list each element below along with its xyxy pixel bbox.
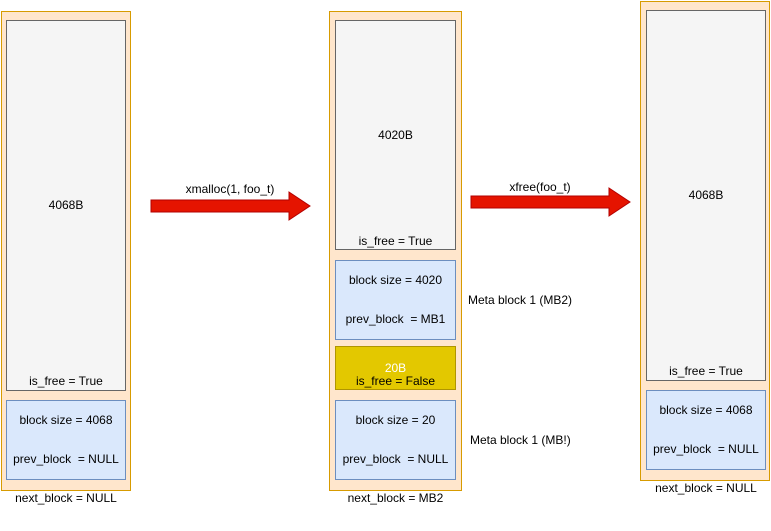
meta-line: prev_block = NULL xyxy=(13,453,119,466)
meta-line: prev_block = MB1 xyxy=(345,313,447,326)
column-2-meta-block-mb1: is_free = False block size = 20 prev_blo… xyxy=(335,400,456,480)
meta-line: block size = 4068 xyxy=(13,414,119,427)
meta-mb1-annotation: Meta block 1 (MB!) xyxy=(470,434,610,447)
meta-line: is_free = True xyxy=(13,375,119,388)
meta-line: prev_block = NULL xyxy=(343,453,449,466)
column-2-free-block-label: 4020B xyxy=(378,129,413,142)
meta-line: block size = 20 xyxy=(343,414,449,427)
column-3-free-block: 4068B xyxy=(646,10,766,381)
meta-line: block size = 4020 xyxy=(345,274,447,287)
column-1-free-block-label: 4068B xyxy=(49,199,84,212)
meta-line: block size = 4068 xyxy=(653,404,759,417)
meta-mb2-annotation: Meta block 1 (MB2) xyxy=(468,294,608,307)
column-1-meta-block: is_free = True block size = 4068 prev_bl… xyxy=(6,400,126,480)
meta-line: next_block = MB2 xyxy=(343,492,449,505)
meta-line: next_block = NULL xyxy=(653,482,759,495)
arrow-right-icon xyxy=(470,186,632,218)
meta-line: is_free = False xyxy=(343,375,449,388)
meta-line: is_free = True xyxy=(653,365,759,378)
meta-line: is_free = True xyxy=(345,235,447,248)
meta-line: next_block = NULL xyxy=(13,492,119,505)
arrow-right-icon xyxy=(150,190,312,222)
column-3-meta-block: is_free = True block size = 4068 prev_bl… xyxy=(646,390,766,470)
column-1-free-block: 4068B xyxy=(6,20,126,391)
column-2-meta-block-mb2: is_free = True block size = 4020 prev_bl… xyxy=(335,260,456,340)
column-3-free-block-label: 4068B xyxy=(689,189,724,202)
meta-line: prev_block = NULL xyxy=(653,443,759,456)
